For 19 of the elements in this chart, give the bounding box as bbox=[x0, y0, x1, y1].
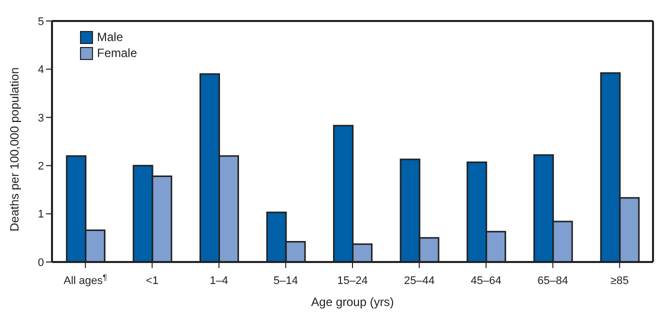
legend-label: Male bbox=[96, 30, 124, 44]
x-tick-label: 15–24 bbox=[337, 275, 368, 287]
legend-label: Female bbox=[96, 46, 138, 60]
x-tick-label: 65–84 bbox=[538, 275, 568, 287]
y-tick-label: 5 bbox=[38, 16, 44, 28]
y-axis-title: Deaths per 100,000 population bbox=[7, 67, 22, 232]
x-axis-title: Age group (yrs) bbox=[311, 295, 394, 309]
y-tick-label: 0 bbox=[38, 256, 44, 269]
y-tick-label: 4 bbox=[38, 64, 44, 76]
y-tick-label: 2 bbox=[38, 160, 44, 173]
x-tick-label: 5–14 bbox=[273, 275, 298, 287]
x-tick-label: <1 bbox=[146, 275, 158, 287]
y-tick-label: 1 bbox=[38, 208, 44, 221]
x-tick-label: ≥85 bbox=[610, 275, 629, 287]
x-tick-label: 1–4 bbox=[210, 275, 228, 287]
x-tick-label: 45–64 bbox=[470, 275, 502, 287]
y-tick-label: 3 bbox=[38, 112, 44, 124]
x-tick-label: All ages$^{¶}$ bbox=[64, 272, 108, 287]
x-tick-label: 25–44 bbox=[404, 275, 435, 287]
